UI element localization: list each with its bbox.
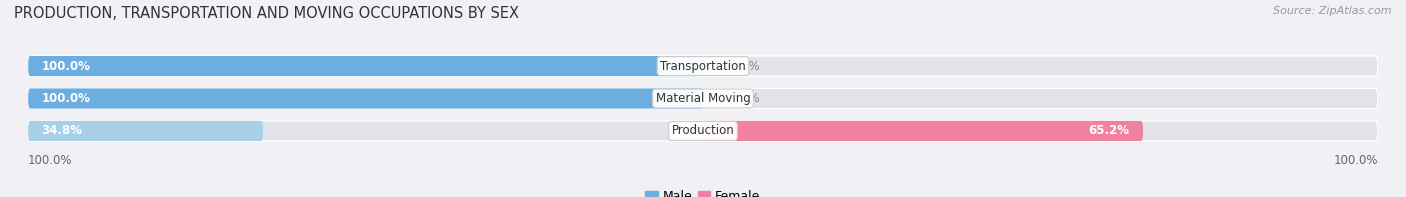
Text: 65.2%: 65.2% <box>1088 125 1129 138</box>
Legend: Male, Female: Male, Female <box>641 185 765 197</box>
Text: 100.0%: 100.0% <box>28 154 73 167</box>
FancyBboxPatch shape <box>703 121 1143 141</box>
Text: PRODUCTION, TRANSPORTATION AND MOVING OCCUPATIONS BY SEX: PRODUCTION, TRANSPORTATION AND MOVING OC… <box>14 6 519 21</box>
Text: 0.0%: 0.0% <box>730 59 759 72</box>
Text: Production: Production <box>672 125 734 138</box>
FancyBboxPatch shape <box>28 121 1378 141</box>
FancyBboxPatch shape <box>28 88 703 109</box>
Text: Transportation: Transportation <box>661 59 745 72</box>
Text: 0.0%: 0.0% <box>730 92 759 105</box>
FancyBboxPatch shape <box>28 56 703 76</box>
Text: Material Moving: Material Moving <box>655 92 751 105</box>
Text: 100.0%: 100.0% <box>42 59 90 72</box>
Text: 100.0%: 100.0% <box>42 92 90 105</box>
Text: 34.8%: 34.8% <box>42 125 83 138</box>
FancyBboxPatch shape <box>28 121 263 141</box>
Text: Source: ZipAtlas.com: Source: ZipAtlas.com <box>1274 6 1392 16</box>
Text: 100.0%: 100.0% <box>1333 154 1378 167</box>
FancyBboxPatch shape <box>28 56 1378 76</box>
FancyBboxPatch shape <box>28 88 1378 109</box>
